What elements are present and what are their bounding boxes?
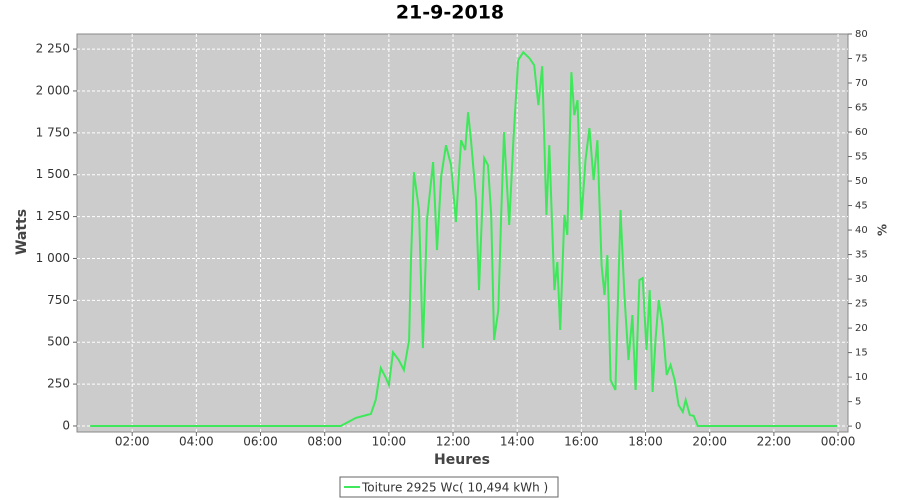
x-tick-label: 08:00 xyxy=(307,435,342,449)
x-tick-label: 02:00 xyxy=(115,435,150,449)
legend-label: Toiture 2925 Wc( 10,494 kWh ) xyxy=(361,481,548,495)
legend-box xyxy=(339,476,559,498)
y-tick-label: 1 250 xyxy=(36,209,70,223)
y2-tick-label: 20 xyxy=(855,323,868,334)
y2-tick-label: 45 xyxy=(855,201,868,212)
x-tick-label: 06:00 xyxy=(243,435,278,449)
y-tick-label: 2 000 xyxy=(36,83,70,97)
y2-tick-label: 65 xyxy=(855,103,868,114)
x-tick-label: 22:00 xyxy=(757,435,792,449)
y-tick-label: 1 750 xyxy=(36,125,70,139)
x-tick-label: 18:00 xyxy=(628,435,663,449)
y2-tick-label: 25 xyxy=(855,299,868,310)
y2-tick-label: 30 xyxy=(855,274,868,285)
y-tick-label: 0 xyxy=(62,418,70,432)
y-tick-label: 1 500 xyxy=(36,167,70,181)
y2-tick-label: 40 xyxy=(855,225,868,236)
x-tick-label: 00:00 xyxy=(821,435,856,449)
y2-tick-label: 15 xyxy=(855,348,868,359)
x-tick-label: 10:00 xyxy=(372,435,407,449)
y2-tick-label: 60 xyxy=(855,127,868,138)
legend: Toiture 2925 Wc( 10,494 kWh ) xyxy=(339,476,559,498)
x-tick-label: 12:00 xyxy=(436,435,471,449)
y2-tick-label: 10 xyxy=(855,372,868,383)
y-tick-label: 2 250 xyxy=(36,42,70,56)
x-tick-label: 20:00 xyxy=(692,435,727,449)
y2-tick-label: 55 xyxy=(855,152,868,163)
x-tick-label: 04:00 xyxy=(179,435,214,449)
y-tick-label: 750 xyxy=(47,293,70,307)
data-line xyxy=(90,50,838,427)
plot-area xyxy=(76,33,849,433)
y2-tick-label: 5 xyxy=(855,397,861,408)
x-axis-label: Heures xyxy=(434,452,490,468)
y-tick-label: 250 xyxy=(47,377,70,391)
x-tick-label: 14:00 xyxy=(500,435,535,449)
y2-tick-label: 0 xyxy=(855,421,861,432)
y-tick-label: 1 000 xyxy=(36,251,70,265)
y2-tick-label: 80 xyxy=(855,29,868,40)
y2-axis-label: % xyxy=(876,224,890,236)
x-tick-label: 16:00 xyxy=(564,435,599,449)
y2-tick-label: 50 xyxy=(855,176,868,187)
y-tick-label: 500 xyxy=(47,335,70,349)
chart-title: 21-9-2018 xyxy=(396,2,504,24)
y2-tick-label: 75 xyxy=(855,54,868,65)
y2-tick-label: 35 xyxy=(855,250,868,261)
y-axis-label: Watts xyxy=(14,209,30,255)
y2-tick-label: 70 xyxy=(855,78,868,89)
